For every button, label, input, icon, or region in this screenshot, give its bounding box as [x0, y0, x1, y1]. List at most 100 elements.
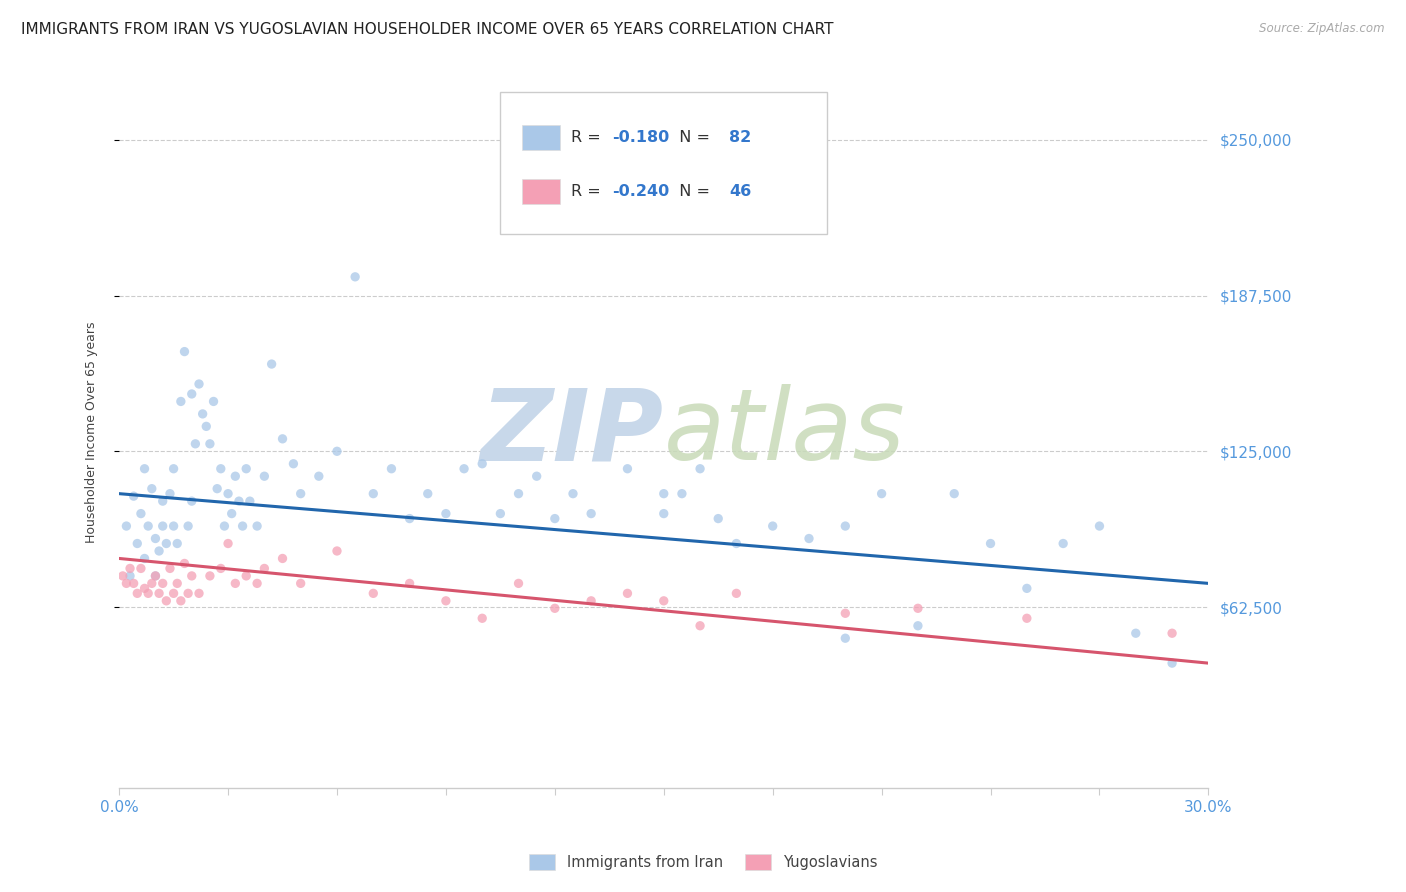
Point	[141, 576, 163, 591]
Point	[180, 387, 202, 401]
Point	[246, 519, 269, 533]
Point	[115, 576, 138, 591]
Point	[363, 586, 385, 600]
Point	[136, 586, 159, 600]
Point	[290, 576, 312, 591]
Point	[127, 536, 149, 550]
Point	[1088, 519, 1111, 533]
Point	[127, 586, 149, 600]
Point	[155, 536, 177, 550]
Point	[198, 437, 221, 451]
Point	[416, 486, 439, 500]
Point	[290, 486, 312, 500]
Point	[283, 457, 305, 471]
Point	[489, 507, 512, 521]
Point	[260, 357, 283, 371]
FancyBboxPatch shape	[501, 92, 827, 234]
Point	[122, 489, 145, 503]
Point	[209, 561, 232, 575]
Point	[471, 457, 494, 471]
Text: -0.240: -0.240	[613, 184, 669, 199]
Point	[434, 594, 457, 608]
Point	[162, 586, 184, 600]
Point	[111, 569, 134, 583]
Point	[202, 394, 225, 409]
Point	[762, 519, 785, 533]
Point	[707, 511, 730, 525]
Point	[152, 494, 174, 508]
Point	[308, 469, 330, 483]
Point	[271, 432, 294, 446]
Point	[173, 557, 195, 571]
Point	[162, 461, 184, 475]
Point	[671, 486, 693, 500]
Text: atlas: atlas	[664, 384, 905, 481]
Point	[652, 507, 675, 521]
Point	[508, 486, 530, 500]
Text: Source: ZipAtlas.com: Source: ZipAtlas.com	[1260, 22, 1385, 36]
Point	[544, 601, 567, 615]
Point	[214, 519, 236, 533]
Point	[943, 486, 966, 500]
Point	[188, 376, 211, 391]
Point	[155, 594, 177, 608]
Text: R =: R =	[571, 130, 606, 145]
Point	[616, 586, 638, 600]
Point	[239, 494, 262, 508]
Text: N =: N =	[669, 184, 716, 199]
Point	[1161, 656, 1184, 670]
Point	[180, 569, 202, 583]
Point	[198, 569, 221, 583]
Bar	[522, 126, 560, 150]
Point	[180, 494, 202, 508]
Point	[526, 469, 548, 483]
Point	[235, 569, 257, 583]
Point	[205, 482, 228, 496]
Point	[380, 461, 402, 475]
Point	[1015, 611, 1038, 625]
Point	[689, 619, 711, 633]
Point	[134, 551, 156, 566]
Point	[544, 511, 567, 525]
Point	[246, 576, 269, 591]
Point	[725, 586, 748, 600]
Point	[152, 519, 174, 533]
Point	[508, 576, 530, 591]
Text: IMMIGRANTS FROM IRAN VS YUGOSLAVIAN HOUSEHOLDER INCOME OVER 65 YEARS CORRELATION: IMMIGRANTS FROM IRAN VS YUGOSLAVIAN HOUS…	[21, 22, 834, 37]
Point	[118, 561, 141, 575]
Point	[195, 419, 218, 434]
Point	[177, 586, 200, 600]
Point	[398, 576, 420, 591]
Point	[1052, 536, 1074, 550]
Point	[689, 461, 711, 475]
Point	[579, 507, 602, 521]
Point	[453, 461, 475, 475]
Point	[134, 461, 156, 475]
Point	[834, 607, 856, 621]
Point	[434, 507, 457, 521]
Point	[471, 611, 494, 625]
Point	[232, 519, 254, 533]
Point	[136, 519, 159, 533]
Point	[870, 486, 893, 500]
Point	[129, 561, 152, 575]
Legend: Immigrants from Iran, Yugoslavians: Immigrants from Iran, Yugoslavians	[523, 848, 883, 876]
Point	[166, 576, 188, 591]
Point	[162, 519, 184, 533]
Point	[159, 486, 181, 500]
Point	[616, 461, 638, 475]
Point	[184, 437, 207, 451]
Point	[1015, 582, 1038, 596]
Point	[907, 619, 929, 633]
Point	[122, 576, 145, 591]
Point	[1161, 626, 1184, 640]
Point	[652, 486, 675, 500]
Text: -0.180: -0.180	[613, 130, 669, 145]
Point	[145, 569, 167, 583]
Point	[224, 576, 246, 591]
Point	[148, 544, 170, 558]
Point	[141, 482, 163, 496]
Point	[363, 486, 385, 500]
Point	[217, 486, 239, 500]
Point	[188, 586, 211, 600]
